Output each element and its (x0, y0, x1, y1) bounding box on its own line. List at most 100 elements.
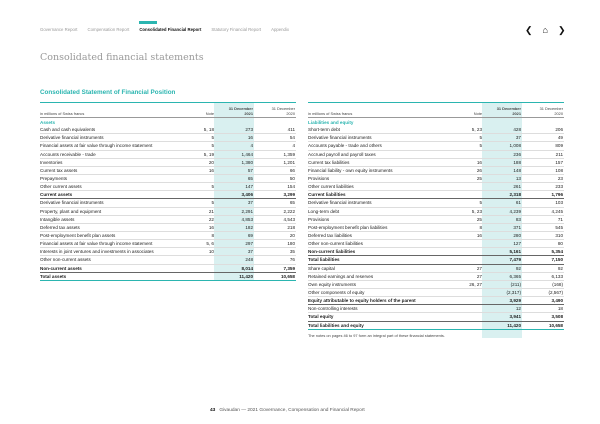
value-2020: 54 (289, 135, 295, 141)
value-2021: 69 (247, 233, 253, 239)
value-2021: 2,291 (241, 208, 254, 214)
value-2020: 92 (557, 265, 563, 271)
value-2020: 206 (555, 127, 563, 133)
row-label: Short-term debt (308, 127, 340, 133)
value-2020: 545 (555, 224, 563, 230)
value-2021: 4,239 (509, 208, 522, 214)
chevron-left-icon[interactable]: ❮ (525, 25, 533, 35)
table-row: Non-current liabilities 5,161 5,354 (308, 248, 564, 257)
value-2020: 80 (557, 241, 563, 247)
row-label: Total equity (308, 314, 334, 320)
row-note: 5, 19 (203, 151, 214, 157)
row-label: Deferred tax assets (40, 224, 80, 230)
value-2021: 92 (515, 265, 521, 271)
table-row: Current liabilities 2,318 1,796 (308, 191, 564, 200)
table-row: Other components of equity (2,317) (2,567) (308, 289, 564, 298)
value-2021: 127 (513, 241, 521, 247)
table-row: Accounts receivable - trade 5, 19 1,464 1,3… (40, 151, 296, 159)
value-2020: 4,543 (283, 216, 296, 222)
row-label: Total assets (40, 273, 67, 279)
row-label: Deferred tax liabilities (308, 233, 352, 239)
row-label: Non-controlling interests (308, 306, 358, 312)
value-2021: 11,420 (507, 322, 521, 328)
row-note: 10 (208, 249, 214, 255)
header-2020-date: 31 December (539, 106, 563, 111)
top-nav: Governance Report Compensation Report Co… (40, 21, 289, 32)
row-label: Financial assets at fair value through i… (40, 241, 153, 247)
table-row: Non-controlling interests 12 18 (308, 305, 564, 314)
row-note: 21 (208, 208, 214, 214)
nav-tab-governance-report[interactable]: Governance Report (40, 27, 78, 32)
row-note: 16 (208, 167, 214, 173)
chevron-right-icon[interactable]: ❯ (557, 25, 566, 35)
value-2021: 11,420 (239, 273, 253, 279)
row-label: Non-current assets (40, 265, 82, 271)
value-2021: 236 (513, 151, 521, 157)
value-2020: 180 (287, 241, 295, 247)
header-2021-date: 31 December (228, 106, 253, 111)
row-label: Intangible assets (40, 216, 75, 222)
row-label: Financial assets at fair value through i… (40, 143, 153, 149)
value-2021: 4,853 (241, 216, 254, 222)
row-label: Derivative financial instruments (40, 135, 104, 141)
value-2021: 6,365 (509, 273, 522, 279)
value-2020: 66 (289, 167, 295, 173)
page-title: Consolidated financial statements (40, 52, 204, 63)
row-label: Derivative financial instruments (308, 200, 372, 206)
row-note: 26, 27 (469, 281, 482, 287)
table-row: Retained earnings and reserves 27 6,365 6,1… (308, 273, 564, 281)
header-note: Note (205, 111, 214, 116)
value-2021: 8,014 (241, 265, 254, 271)
table-row: Prepayments 65 50 (40, 175, 296, 184)
row-note: 27 (476, 265, 482, 271)
table-row: Cash and cash equivalents 5, 18 273 411 (40, 126, 296, 135)
row-note: 5, 6 (206, 241, 214, 247)
header-2021-year: 2021 (512, 111, 521, 116)
row-note: 5 (479, 135, 482, 141)
row-label: Accounts payable - trade and others (308, 143, 382, 149)
value-2020: 211 (555, 151, 563, 157)
row-note: 25 (476, 176, 482, 182)
row-label: Total liabilities (308, 257, 340, 263)
row-note: 5 (211, 135, 214, 141)
value-2021: 65 (247, 176, 253, 182)
row-label: Cash and cash equivalents (40, 127, 96, 133)
row-note: 5 (479, 200, 482, 206)
value-2021: 5,161 (509, 249, 522, 255)
nav-tab-appendix[interactable]: Appendix (271, 27, 289, 32)
value-2021: 182 (245, 224, 253, 230)
home-icon[interactable]: ⌂ (542, 25, 548, 35)
table-row: Other non-current assets 248 76 (40, 256, 296, 265)
table-row: Share capital 27 92 92 (308, 265, 564, 273)
nav-tab-consolidated-financial-report[interactable]: Consolidated Financial Report (139, 21, 202, 32)
table-row: Other current assets 5 147 154 (40, 183, 296, 192)
value-2021: 7,479 (509, 257, 522, 263)
value-2021: 3,929 (509, 298, 522, 304)
value-2020: 1,201 (283, 159, 296, 165)
value-2021: 273 (245, 127, 253, 133)
row-note: 16 (476, 159, 482, 165)
header-units: in millions of Swiss francs (308, 111, 353, 116)
value-2020: 65 (289, 200, 295, 206)
row-label: Other non-current assets (40, 257, 91, 263)
value-2021: 61 (515, 200, 521, 206)
section-heading: Liabilities and equity (308, 118, 564, 126)
table-row: Other non-current liabilities 127 80 (308, 240, 564, 249)
nav-tab-compensation-report[interactable]: Compensation Report (87, 27, 130, 32)
footnote: The notes on pages 46 to 97 form an inte… (308, 332, 445, 338)
row-note: 5, 18 (203, 127, 214, 133)
row-label: Long-term debt (308, 208, 340, 214)
row-label: Interests in joint ventures and investme… (40, 249, 154, 255)
table-row: Current tax assets 16 57 66 (40, 167, 296, 175)
row-note: 16 (208, 224, 214, 230)
nav-tab-statutory-financial-report[interactable]: Statutory Financial Report (211, 27, 262, 32)
value-2020: 49 (557, 135, 563, 141)
value-2020: 411 (287, 127, 295, 133)
value-2020: 108 (555, 167, 563, 173)
page-number: 43 (210, 408, 216, 413)
table-row: Derivative financial instruments 5 37 49 (308, 134, 564, 143)
table-row: Property, plant and equipment 21 2,291 2,22… (40, 208, 296, 216)
table-row: Own equity instruments 26, 27 (211) (168) (308, 281, 564, 289)
table-row: Total liabilities and equity 11,420 10,658 (308, 322, 564, 330)
value-2020: 3,490 (551, 298, 564, 304)
